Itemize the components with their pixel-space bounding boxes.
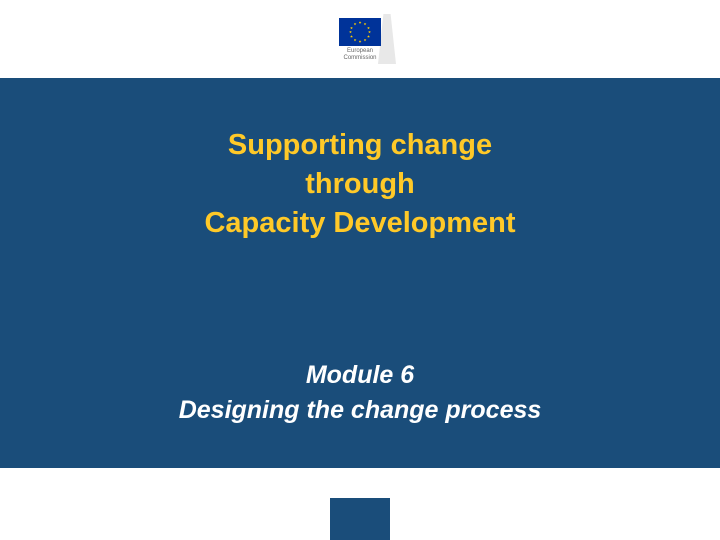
header-white-area: European Commission — [0, 0, 720, 78]
logo-org-line1: European — [347, 48, 373, 54]
main-blue-band: Supporting change through Capacity Devel… — [0, 78, 720, 468]
subtitle-line1: Module 6 — [0, 358, 720, 393]
title-line2: through — [0, 165, 720, 204]
title-line3: Capacity Development — [0, 204, 720, 243]
eu-stars-icon — [349, 21, 371, 43]
footer-flag-block — [330, 498, 390, 540]
subtitle-line2: Designing the change process — [0, 393, 720, 428]
ec-logo: European Commission — [330, 18, 390, 61]
eu-flag-icon — [339, 18, 381, 46]
title-line1: Supporting change — [0, 126, 720, 165]
logo-org-line2: Commission — [343, 55, 376, 61]
title-block: Supporting change through Capacity Devel… — [0, 126, 720, 243]
subtitle-block: Module 6 Designing the change process — [0, 358, 720, 428]
